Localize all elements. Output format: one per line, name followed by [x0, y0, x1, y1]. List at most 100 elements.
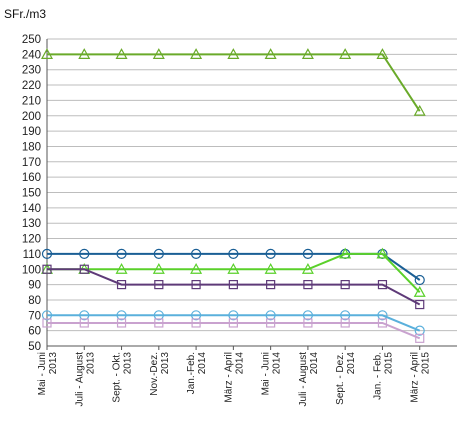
data-point-marker — [227, 263, 240, 274]
data-point-marker — [377, 280, 388, 290]
data-point-marker — [415, 333, 425, 343]
data-point-marker — [42, 318, 52, 328]
data-point-marker — [301, 263, 314, 274]
y-tick-label: 110 — [23, 249, 41, 261]
y-axis-unit-label: SFr./m3 — [4, 7, 47, 21]
y-tick-label: 80 — [28, 295, 41, 307]
data-point-marker — [339, 48, 352, 59]
y-tick-label: 240 — [22, 49, 41, 61]
data-point-marker — [228, 248, 239, 259]
data-point-marker — [191, 318, 201, 328]
data-point-marker — [116, 318, 127, 328]
data-point-marker — [266, 318, 276, 328]
data-point-marker — [302, 248, 314, 259]
data-point-marker — [264, 48, 277, 59]
y-tick-label: 170 — [22, 157, 41, 169]
data-point-marker — [414, 274, 425, 286]
data-point-marker — [340, 318, 350, 328]
y-tick-label: 190 — [22, 126, 41, 138]
data-point-marker — [41, 248, 53, 259]
series-line — [47, 321, 421, 340]
data-point-marker — [377, 318, 388, 328]
data-point-marker — [376, 48, 389, 59]
data-point-marker — [228, 310, 239, 321]
data-point-marker — [79, 248, 90, 259]
y-tick-label: 120 — [22, 234, 41, 246]
x-tick-label: März - April2014 — [223, 352, 245, 403]
data-point-marker — [264, 263, 277, 274]
x-tick-label: Nov.-Dez.2013 — [149, 352, 171, 396]
data-point-marker — [340, 280, 350, 290]
data-point-marker — [79, 264, 89, 274]
data-point-marker — [42, 264, 52, 274]
x-tick-label: März - April2015 — [410, 352, 432, 403]
data-point-marker — [116, 310, 127, 321]
y-tick-label: 210 — [22, 95, 41, 107]
grid-layer — [47, 38, 457, 347]
data-point-marker — [116, 280, 127, 290]
y-tick-label: 140 — [22, 203, 41, 215]
x-tick-label: Sept. - Dez.2014 — [335, 352, 357, 405]
series-line — [47, 268, 421, 306]
data-point-marker — [340, 310, 351, 321]
data-point-marker — [190, 48, 203, 59]
data-point-marker — [152, 263, 165, 274]
y-tick-label: 100 — [22, 264, 41, 276]
data-point-marker — [376, 247, 389, 259]
data-point-marker — [339, 247, 352, 259]
data-point-marker — [228, 318, 238, 328]
data-point-marker — [40, 48, 54, 59]
data-point-marker — [377, 310, 388, 321]
y-tick-label: 250 — [22, 34, 41, 46]
data-point-marker — [78, 48, 91, 59]
data-point-marker — [116, 248, 127, 259]
y-tick-label: 60 — [28, 326, 41, 338]
data-point-marker — [190, 310, 202, 321]
x-tick-label: Mai - Juni2013 — [37, 352, 59, 396]
y-tick-label: 160 — [22, 172, 41, 184]
data-point-marker — [152, 48, 165, 59]
x-tick-label: Jan.-Feb.2014 — [186, 352, 208, 395]
y-tick-label: 180 — [22, 141, 41, 153]
x-tick-label: Mai - Juni2014 — [261, 352, 283, 396]
data-point-marker — [266, 280, 276, 290]
data-point-marker — [79, 318, 89, 328]
data-point-marker — [227, 48, 240, 59]
x-tick-label: Juli - August2013 — [74, 352, 96, 407]
data-point-marker — [413, 286, 426, 297]
y-tick-label: 70 — [28, 310, 41, 322]
data-point-marker — [154, 280, 164, 290]
y-tick-label: 230 — [22, 65, 41, 77]
series-line — [47, 53, 421, 112]
data-point-marker — [265, 310, 276, 321]
data-point-marker — [115, 263, 128, 274]
y-tick-label: 130 — [22, 218, 41, 230]
data-point-marker — [303, 318, 313, 328]
x-tick-label: Sept. - Okt.2013 — [112, 352, 134, 403]
data-point-marker — [414, 325, 425, 336]
y-tick-label: 200 — [22, 111, 41, 123]
y-tick-label: 50 — [28, 341, 41, 353]
data-point-marker — [190, 248, 202, 259]
data-point-marker — [415, 299, 425, 310]
data-point-marker — [79, 310, 90, 321]
data-point-marker — [191, 280, 201, 290]
series-line — [47, 314, 421, 332]
y-tick-label: 90 — [28, 280, 41, 292]
y-tick-label: 220 — [22, 80, 41, 92]
data-point-marker — [303, 280, 313, 290]
axis-layer — [46, 39, 457, 350]
series-layer — [40, 48, 426, 343]
data-point-marker — [41, 310, 53, 321]
tick-label-layer: 50 60 70 80 90 100 110 120 130 140 150 160 170 180 190… — [22, 34, 432, 406]
data-point-marker — [265, 248, 276, 259]
data-point-marker — [153, 248, 164, 259]
x-tick-label: Juli - August2014 — [298, 352, 320, 407]
x-tick-label: Jan. - Feb.2015 — [372, 352, 394, 400]
data-point-marker — [413, 104, 426, 116]
data-point-marker — [190, 263, 203, 274]
data-point-marker — [115, 48, 128, 59]
data-point-marker — [154, 318, 164, 328]
